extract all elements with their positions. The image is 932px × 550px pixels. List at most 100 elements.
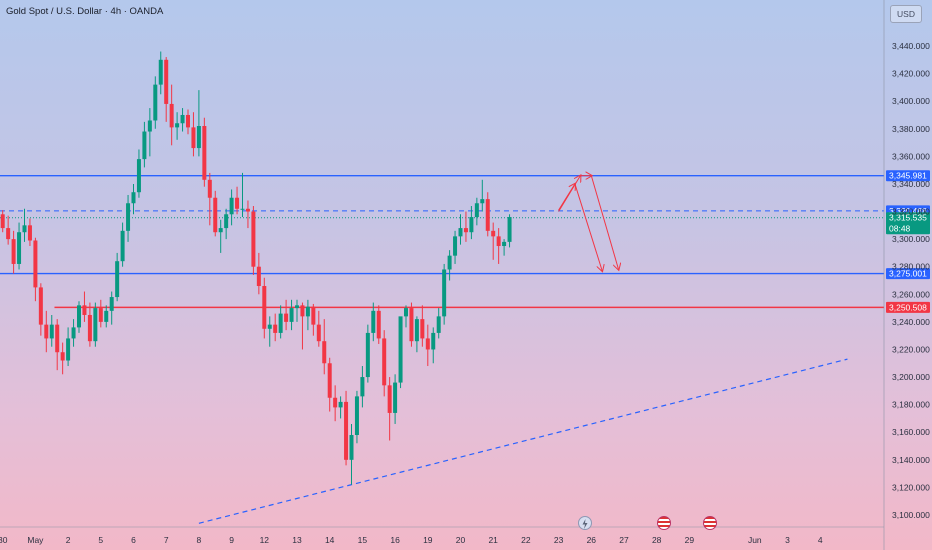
candle-body xyxy=(82,305,87,315)
candle-body xyxy=(502,241,507,247)
candle-body xyxy=(33,240,38,288)
x-tick-label: 26 xyxy=(587,535,597,545)
y-tick-label: 3,200.000 xyxy=(892,372,930,382)
candle-body xyxy=(398,316,403,383)
candle-body xyxy=(316,324,321,342)
y-tick-label: 3,220.000 xyxy=(892,344,930,354)
candle-body xyxy=(213,197,218,233)
candle-body xyxy=(6,228,11,240)
candle-body xyxy=(420,319,425,339)
candle-body xyxy=(458,228,463,237)
y-tick-label: 3,120.000 xyxy=(892,482,930,492)
candle-body xyxy=(387,385,392,413)
candle-body xyxy=(251,211,256,267)
candle-body xyxy=(66,338,71,361)
candle-body xyxy=(77,305,81,328)
candle-body xyxy=(229,197,234,215)
lightning-event-icon[interactable] xyxy=(578,516,592,530)
candle-body xyxy=(322,341,327,364)
x-tick-label: 21 xyxy=(488,535,498,545)
candle-body xyxy=(442,269,447,317)
candle-body xyxy=(409,308,414,342)
candle-body xyxy=(365,332,370,378)
y-tick-label: 3,400.000 xyxy=(892,96,930,106)
candle-body xyxy=(485,199,490,231)
y-tick-label: 3,380.000 xyxy=(892,124,930,134)
x-tick-label: 20 xyxy=(456,535,466,545)
candle-body xyxy=(55,324,60,353)
candle-body xyxy=(376,310,381,339)
us-flag-event-icon[interactable] xyxy=(657,516,671,530)
candle-body xyxy=(22,225,27,233)
candle-body xyxy=(305,306,310,317)
x-tick-label: 30 xyxy=(0,535,8,545)
candle-body xyxy=(164,59,169,104)
candle-body xyxy=(300,305,305,317)
y-tick-label: 3,140.000 xyxy=(892,455,930,465)
y-tick-label: 3,300.000 xyxy=(892,234,930,244)
candle-body xyxy=(98,308,103,322)
candle-body xyxy=(136,159,141,193)
candle-body xyxy=(142,131,147,160)
price-level-value: 3,315.535 xyxy=(889,213,927,223)
candle-body xyxy=(93,308,98,342)
candle-body xyxy=(153,84,158,121)
x-tick-label: 16 xyxy=(390,535,400,545)
x-tick-label: May xyxy=(27,535,44,545)
x-tick-label: 6 xyxy=(131,535,136,545)
candle-body xyxy=(295,305,299,309)
candle-body xyxy=(11,239,16,264)
candle-body xyxy=(109,297,114,311)
projection-path-alt xyxy=(574,183,602,271)
price-level-tag xyxy=(886,268,930,280)
x-tick-label: 7 xyxy=(164,535,169,545)
candle-body xyxy=(404,308,408,317)
candle-body xyxy=(480,199,485,204)
x-tick-label: 8 xyxy=(197,535,202,545)
candle-body xyxy=(191,127,196,149)
price-level-value: 3,320.488 xyxy=(889,206,927,216)
candle-body xyxy=(235,197,240,209)
candle-body xyxy=(186,114,190,128)
x-tick-label: Jun xyxy=(748,535,762,545)
bolt-icon xyxy=(582,519,588,529)
candle-body xyxy=(338,401,343,408)
x-tick-label: 28 xyxy=(652,535,662,545)
rising-trendline xyxy=(198,358,848,524)
candle-body xyxy=(196,126,201,149)
candle-body xyxy=(453,236,458,256)
candle-body xyxy=(202,126,207,180)
candle-body xyxy=(240,208,245,210)
projection-path xyxy=(590,175,618,270)
candle-body xyxy=(175,123,180,128)
candle-body xyxy=(436,316,441,333)
candle-body xyxy=(267,324,272,329)
currency-button[interactable]: USD xyxy=(890,5,922,23)
candle-body xyxy=(38,287,43,325)
candle-body xyxy=(126,203,131,231)
candle-body xyxy=(180,114,185,124)
candle-body xyxy=(218,228,223,233)
x-tick-label: 29 xyxy=(685,535,695,545)
y-tick-label: 3,100.000 xyxy=(892,510,930,520)
trendline-layer xyxy=(198,358,848,524)
x-tick-label: 2 xyxy=(66,535,71,545)
candle-body xyxy=(431,332,436,350)
candle-body xyxy=(425,338,430,350)
candle-body xyxy=(393,382,398,413)
x-tick-label: 27 xyxy=(619,535,629,545)
candle-body xyxy=(44,324,49,339)
us-flag-event-icon-2[interactable] xyxy=(703,516,717,530)
candle-body xyxy=(262,286,267,329)
candle-body xyxy=(414,319,419,342)
candle-body xyxy=(360,377,365,397)
y-tick-label: 3,160.000 xyxy=(892,427,930,437)
price-level-tag xyxy=(886,212,930,235)
candle-body xyxy=(284,313,289,322)
price-level-value: 3,275.001 xyxy=(889,269,927,279)
candle-body xyxy=(71,327,76,339)
